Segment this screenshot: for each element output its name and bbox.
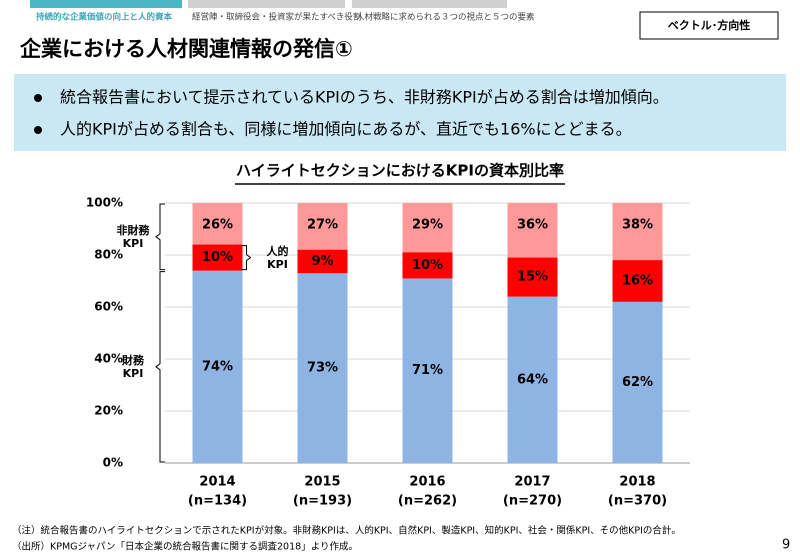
note: （出所）KPMGジャパン「日本企業の統合報告書に関する調査2018」より作成。 xyxy=(12,541,358,553)
tag: ベクトル･方向性 xyxy=(668,18,751,32)
bar-segment xyxy=(297,273,348,463)
series-name: 人的 KPI xyxy=(266,244,289,271)
sample-size: (n=370) xyxy=(608,494,667,509)
sample-size: (n=193) xyxy=(293,494,352,509)
data-label: 15% xyxy=(517,270,548,285)
tab[interactable]: 人材戦略に求められる３つの視点と５つの要素 xyxy=(356,12,535,23)
data-label: 38% xyxy=(622,218,653,233)
bar-segment xyxy=(297,249,348,274)
data-label: 71% xyxy=(412,363,443,378)
data-label: 16% xyxy=(622,274,653,289)
y-tick-label: 60% xyxy=(94,300,123,314)
bar-segment xyxy=(192,270,243,463)
series-name: 財務 KPI xyxy=(122,353,144,380)
data-label: 64% xyxy=(517,372,548,387)
y-tick-label: 40% xyxy=(94,352,123,366)
y-tick-label: 100% xyxy=(86,196,123,210)
tab[interactable]: 経営陣・取締役会・投資家が果たすべき役割 xyxy=(192,12,361,23)
x-tick-label: 2014 xyxy=(199,475,235,490)
x-tick-label: 2018 xyxy=(619,475,655,490)
sample-size: (n=134) xyxy=(188,494,247,509)
bullet: 統合報告書において提示されているKPIのうち、非財務KPIが占める割合は増加傾向… xyxy=(60,88,669,107)
summary-box xyxy=(14,74,786,151)
note: （注）統合報告書のハイライトセクションで示されたKPIが対象。非財務KPIは、人… xyxy=(12,525,681,537)
bracket xyxy=(155,271,165,463)
x-tick-label: 2016 xyxy=(409,475,445,490)
tab-bar-active xyxy=(30,0,182,8)
data-label: 73% xyxy=(307,361,338,376)
data-label: 27% xyxy=(307,218,338,233)
bar-segment xyxy=(192,244,243,271)
y-tick-label: 0% xyxy=(103,456,123,470)
data-label: 10% xyxy=(412,258,443,273)
data-label: 36% xyxy=(517,218,548,233)
tab-bar xyxy=(352,0,507,8)
data-label: 9% xyxy=(311,254,333,269)
chart-title: ハイライトセクションにおけるKPIの資本別比率 xyxy=(236,162,564,180)
bar-segment xyxy=(402,252,453,279)
y-tick-label: 80% xyxy=(94,248,123,262)
bullet-dot xyxy=(34,126,42,134)
data-label: 26% xyxy=(202,218,233,233)
bar-segment xyxy=(507,296,558,463)
data-label: 29% xyxy=(412,218,443,233)
sample-size: (n=262) xyxy=(398,494,457,509)
data-label: 62% xyxy=(622,375,653,390)
tab-bar xyxy=(188,0,345,8)
bar-segment xyxy=(402,278,453,463)
bracket xyxy=(241,245,252,271)
bar-segment xyxy=(612,260,663,302)
bar-segment xyxy=(612,301,663,463)
tag-box xyxy=(639,11,779,40)
y-tick-label: 20% xyxy=(94,404,123,418)
sample-size: (n=270) xyxy=(503,494,562,509)
bullet-dot xyxy=(34,94,42,102)
x-tick-label: 2015 xyxy=(304,475,340,490)
series-name: 非財務 KPI xyxy=(116,223,150,250)
tab[interactable]: 持続的な企業価値の向上と人的資本 xyxy=(36,12,173,23)
x-tick-label: 2017 xyxy=(514,475,550,490)
page-number: 9 xyxy=(782,538,790,553)
data-label: 74% xyxy=(202,359,233,374)
data-label: 10% xyxy=(202,250,233,265)
slide-title: 企業における人材関連情報の発信① xyxy=(19,37,353,61)
bullet: 人的KPIが占める割合も、同様に増加傾向にあるが、直近でも16%にとどまる。 xyxy=(60,120,632,139)
bar-segment xyxy=(507,257,558,297)
bracket xyxy=(155,203,165,271)
